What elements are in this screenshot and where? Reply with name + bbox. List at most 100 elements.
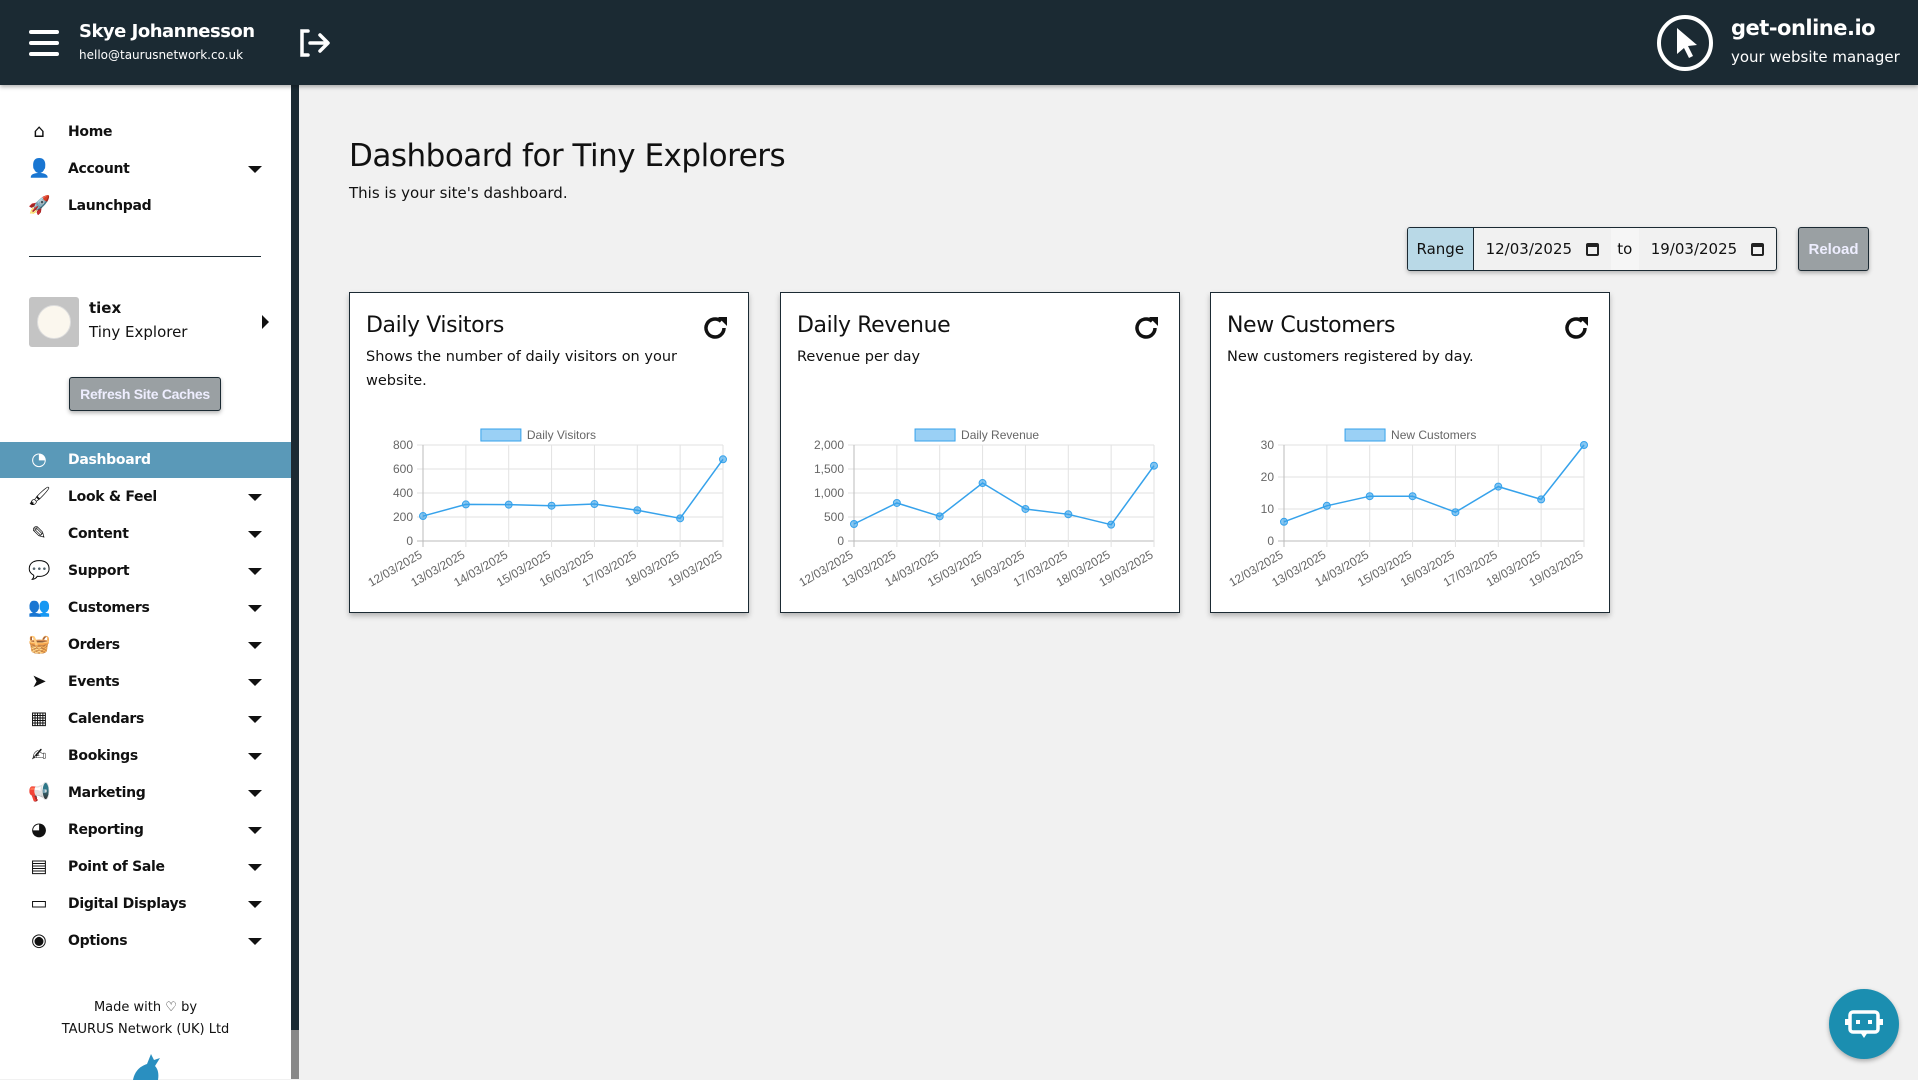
- y-tick-label: 2,000: [814, 438, 844, 452]
- chevron-down-icon[interactable]: [248, 679, 262, 686]
- sidebar-item-bookings[interactable]: ✍ Bookings: [0, 738, 291, 774]
- data-point: [1580, 441, 1588, 449]
- series-line: [853, 465, 1155, 526]
- chevron-down-icon[interactable]: [248, 716, 262, 723]
- data-point: [1408, 492, 1417, 501]
- monitor-icon: ▭: [30, 893, 48, 914]
- sidebar-item-options[interactable]: ◉ Options: [0, 923, 291, 959]
- calendar-icon[interactable]: [1751, 242, 1765, 256]
- sidebar-scrollbar[interactable]: [291, 85, 299, 1079]
- paint-roller-icon: 🖌: [28, 486, 51, 507]
- data-point: [978, 479, 987, 488]
- menu-icon[interactable]: [29, 30, 59, 56]
- chevron-down-icon[interactable]: [248, 568, 262, 575]
- sidebar-scrollbar-thumb[interactable]: [291, 1030, 299, 1079]
- sidebar-item-dashboard[interactable]: ◔ Dashboard: [0, 442, 291, 478]
- legend-swatch: [480, 428, 522, 442]
- data-point: [1021, 504, 1030, 513]
- sidebar-item-label: Marketing: [68, 785, 146, 801]
- refresh-icon[interactable]: [700, 313, 730, 343]
- chevron-down-icon[interactable]: [248, 790, 262, 797]
- chevron-down-icon[interactable]: [248, 642, 262, 649]
- chart-card: New Customers New customers registered by…: [1210, 292, 1610, 613]
- made-with-label: Made with: [93, 1000, 162, 1015]
- sidebar-item-label: Support: [68, 563, 130, 579]
- y-tick-label: 600: [393, 462, 413, 476]
- file-signature-icon: ✍: [31, 745, 47, 766]
- y-tick-label: 0: [837, 534, 844, 548]
- y-tick-label: 1,000: [814, 486, 844, 500]
- chevron-down-icon[interactable]: [248, 494, 262, 501]
- site-avatar[interactable]: [29, 297, 79, 347]
- sidebar-item-marketing[interactable]: 📢 Marketing: [0, 775, 291, 811]
- reload-button[interactable]: Reload: [1798, 227, 1869, 271]
- to-label: to: [1610, 228, 1639, 270]
- data-point: [590, 500, 599, 509]
- data-point: [1150, 461, 1158, 470]
- brand-name: get-online.io: [1731, 16, 1876, 40]
- user-name: Skye Johannesson: [79, 21, 255, 42]
- chevron-down-icon[interactable]: [248, 753, 262, 760]
- data-point: [719, 455, 727, 464]
- sidebar-item-events[interactable]: ➤ Events: [0, 664, 291, 700]
- y-tick-label: 400: [393, 486, 413, 500]
- sidebar-item-point-of-sale[interactable]: ▤ Point of Sale: [0, 849, 291, 885]
- sidebar-item-customers[interactable]: 👥 Customers: [0, 590, 291, 626]
- legend-swatch: [914, 428, 956, 442]
- page-subtitle: This is your site's dashboard.: [349, 184, 568, 202]
- card-title: New Customers: [1227, 313, 1396, 338]
- sidebar-item-label: Options: [68, 933, 128, 949]
- location-arrow-icon: ➤: [31, 671, 47, 692]
- sidebar-item-label: Launchpad: [68, 198, 152, 214]
- sidebar-item-home[interactable]: ⌂ Home: [0, 114, 291, 150]
- sidebar-item-label: Calendars: [68, 711, 144, 727]
- brand-tagline: your website manager: [1731, 48, 1900, 66]
- sidebar-item-orders[interactable]: 🧺 Orders: [0, 627, 291, 663]
- sidebar-item-label: Account: [68, 161, 130, 177]
- chevron-down-icon[interactable]: [248, 901, 262, 908]
- y-tick-label: 0: [1267, 534, 1274, 548]
- calendar-icon[interactable]: [1585, 242, 1599, 256]
- calendar-icon: ▦: [30, 708, 48, 729]
- by-label: by: [181, 1000, 198, 1015]
- sidebar-item-account[interactable]: 👤 Account: [0, 151, 291, 187]
- series-line: [1283, 444, 1585, 523]
- caret-right-icon[interactable]: [262, 315, 269, 329]
- refresh-icon[interactable]: [1561, 313, 1591, 343]
- sidebar-item-support[interactable]: 💬 Support: [0, 553, 291, 589]
- chevron-down-icon[interactable]: [248, 166, 262, 173]
- chat-bot-icon: [1845, 1010, 1883, 1038]
- sidebar-item-reporting[interactable]: ◕ Reporting: [0, 812, 291, 848]
- logout-icon[interactable]: [297, 28, 331, 58]
- chevron-down-icon[interactable]: [248, 827, 262, 834]
- sidebar-item-look-feel[interactable]: 🖌 Look & Feel: [0, 479, 291, 515]
- sidebar-item-calendars[interactable]: ▦ Calendars: [0, 701, 291, 737]
- date-to-input[interactable]: 19/03/2025: [1639, 228, 1776, 270]
- sidebar-item-launchpad[interactable]: 🚀 Launchpad: [0, 188, 291, 224]
- user-email: hello@taurusnetwork.co.uk: [79, 48, 244, 62]
- sidebar-item-content[interactable]: ✎ Content: [0, 516, 291, 552]
- y-tick-label: 10: [1261, 502, 1275, 516]
- pencil-icon: ✎: [31, 523, 47, 544]
- users-icon: 👥: [28, 597, 51, 618]
- chevron-down-icon[interactable]: [248, 864, 262, 871]
- card-title: Daily Revenue: [797, 313, 951, 338]
- toggle-icon: ◉: [31, 930, 47, 951]
- sidebar-item-label: Point of Sale: [68, 859, 165, 875]
- data-point: [547, 501, 556, 510]
- refresh-site-caches-button[interactable]: Refresh Site Caches: [69, 377, 221, 411]
- sidebar-item-digital-displays[interactable]: ▭ Digital Displays: [0, 886, 291, 922]
- bullhorn-icon: 📢: [28, 782, 51, 803]
- chart-card: Daily Revenue Revenue per day Daily Revenu…: [780, 292, 1180, 613]
- site-code: tiex: [89, 299, 122, 317]
- chevron-down-icon[interactable]: [248, 531, 262, 538]
- chevron-down-icon[interactable]: [248, 605, 262, 612]
- chevron-down-icon[interactable]: [248, 938, 262, 945]
- chart-card: Daily Visitors Shows the number of daily …: [349, 292, 749, 613]
- card-description: New customers registered by day.: [1227, 349, 1474, 365]
- date-from-input[interactable]: 12/03/2025: [1474, 228, 1611, 270]
- legend-label: Daily Revenue: [961, 428, 1039, 442]
- cash-register-icon: ▤: [30, 856, 48, 877]
- chat-button[interactable]: [1829, 989, 1899, 1059]
- refresh-icon[interactable]: [1131, 313, 1161, 343]
